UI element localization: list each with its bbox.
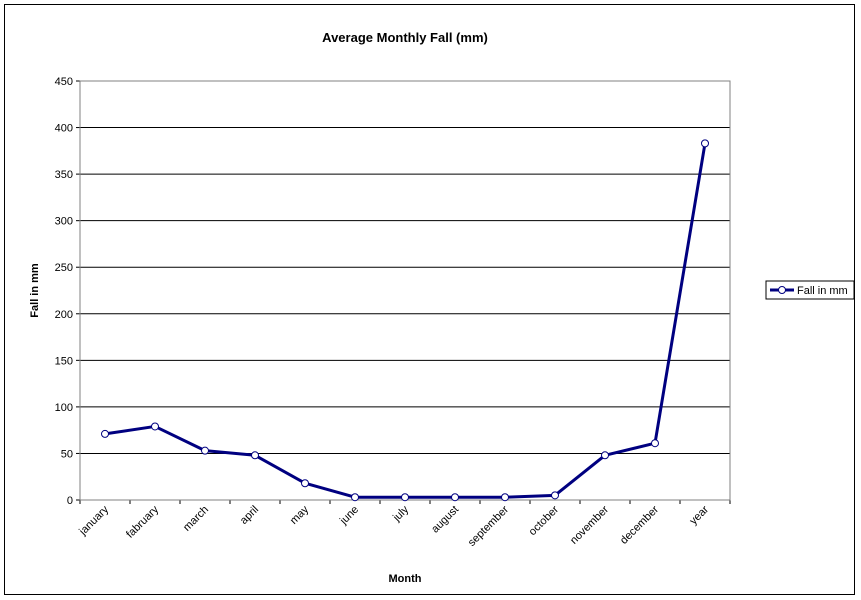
legend-label: Fall in mm [797, 285, 848, 297]
chart-title: Average Monthly Fall (mm) [322, 30, 488, 45]
y-axis-ticks: 0 50 100 150 200 250 300 350 400 450 [55, 76, 80, 507]
y-tick-label: 100 [55, 402, 73, 414]
legend-box [765, 280, 855, 300]
y-tick-label: 300 [55, 216, 73, 228]
x-tick-label: april [238, 504, 261, 527]
x-tick-label: july [390, 503, 411, 524]
y-tick-label: 450 [55, 76, 73, 88]
legend: Fall in mm [765, 280, 855, 300]
data-point [151, 422, 159, 431]
y-tick-label: 400 [55, 123, 73, 135]
y-axis-label: Fall in mm [29, 263, 41, 318]
series-layer [101, 139, 709, 502]
x-axis-label: Month [389, 573, 422, 585]
x-tick-label: october [527, 503, 562, 538]
x-tick-label: december [618, 503, 661, 546]
x-tick-label: august [429, 504, 461, 536]
data-point [101, 429, 109, 438]
x-tick-label: march [181, 504, 211, 534]
x-tick-label: september [466, 503, 511, 548]
data-point [651, 439, 659, 448]
data-point [551, 491, 559, 500]
data-point [251, 451, 259, 460]
data-point [501, 493, 509, 502]
data-point [351, 493, 359, 502]
data-point [451, 493, 459, 502]
y-tick-label: 200 [55, 309, 73, 321]
x-tick-label: may [288, 503, 312, 527]
legend-marker [778, 286, 786, 294]
data-point [301, 479, 309, 488]
y-tick-label: 50 [61, 448, 73, 460]
y-tick-label: 350 [55, 169, 73, 181]
data-point [201, 446, 209, 455]
x-tick-label: fabruary [124, 503, 161, 540]
data-point [401, 493, 409, 502]
x-tick-label: year [687, 503, 711, 527]
data-point [601, 451, 609, 460]
x-tick-label: june [337, 504, 361, 528]
data-point [701, 139, 709, 148]
x-tick-label: november [568, 503, 611, 546]
y-tick-label: 150 [55, 355, 73, 367]
y-tick-label: 250 [55, 262, 73, 274]
x-tick-label: january [76, 503, 111, 538]
y-tick-label: 0 [67, 495, 73, 507]
series-line [104, 143, 707, 499]
x-axis-ticks: january fabruary march april may june july augu… [76, 499, 731, 549]
